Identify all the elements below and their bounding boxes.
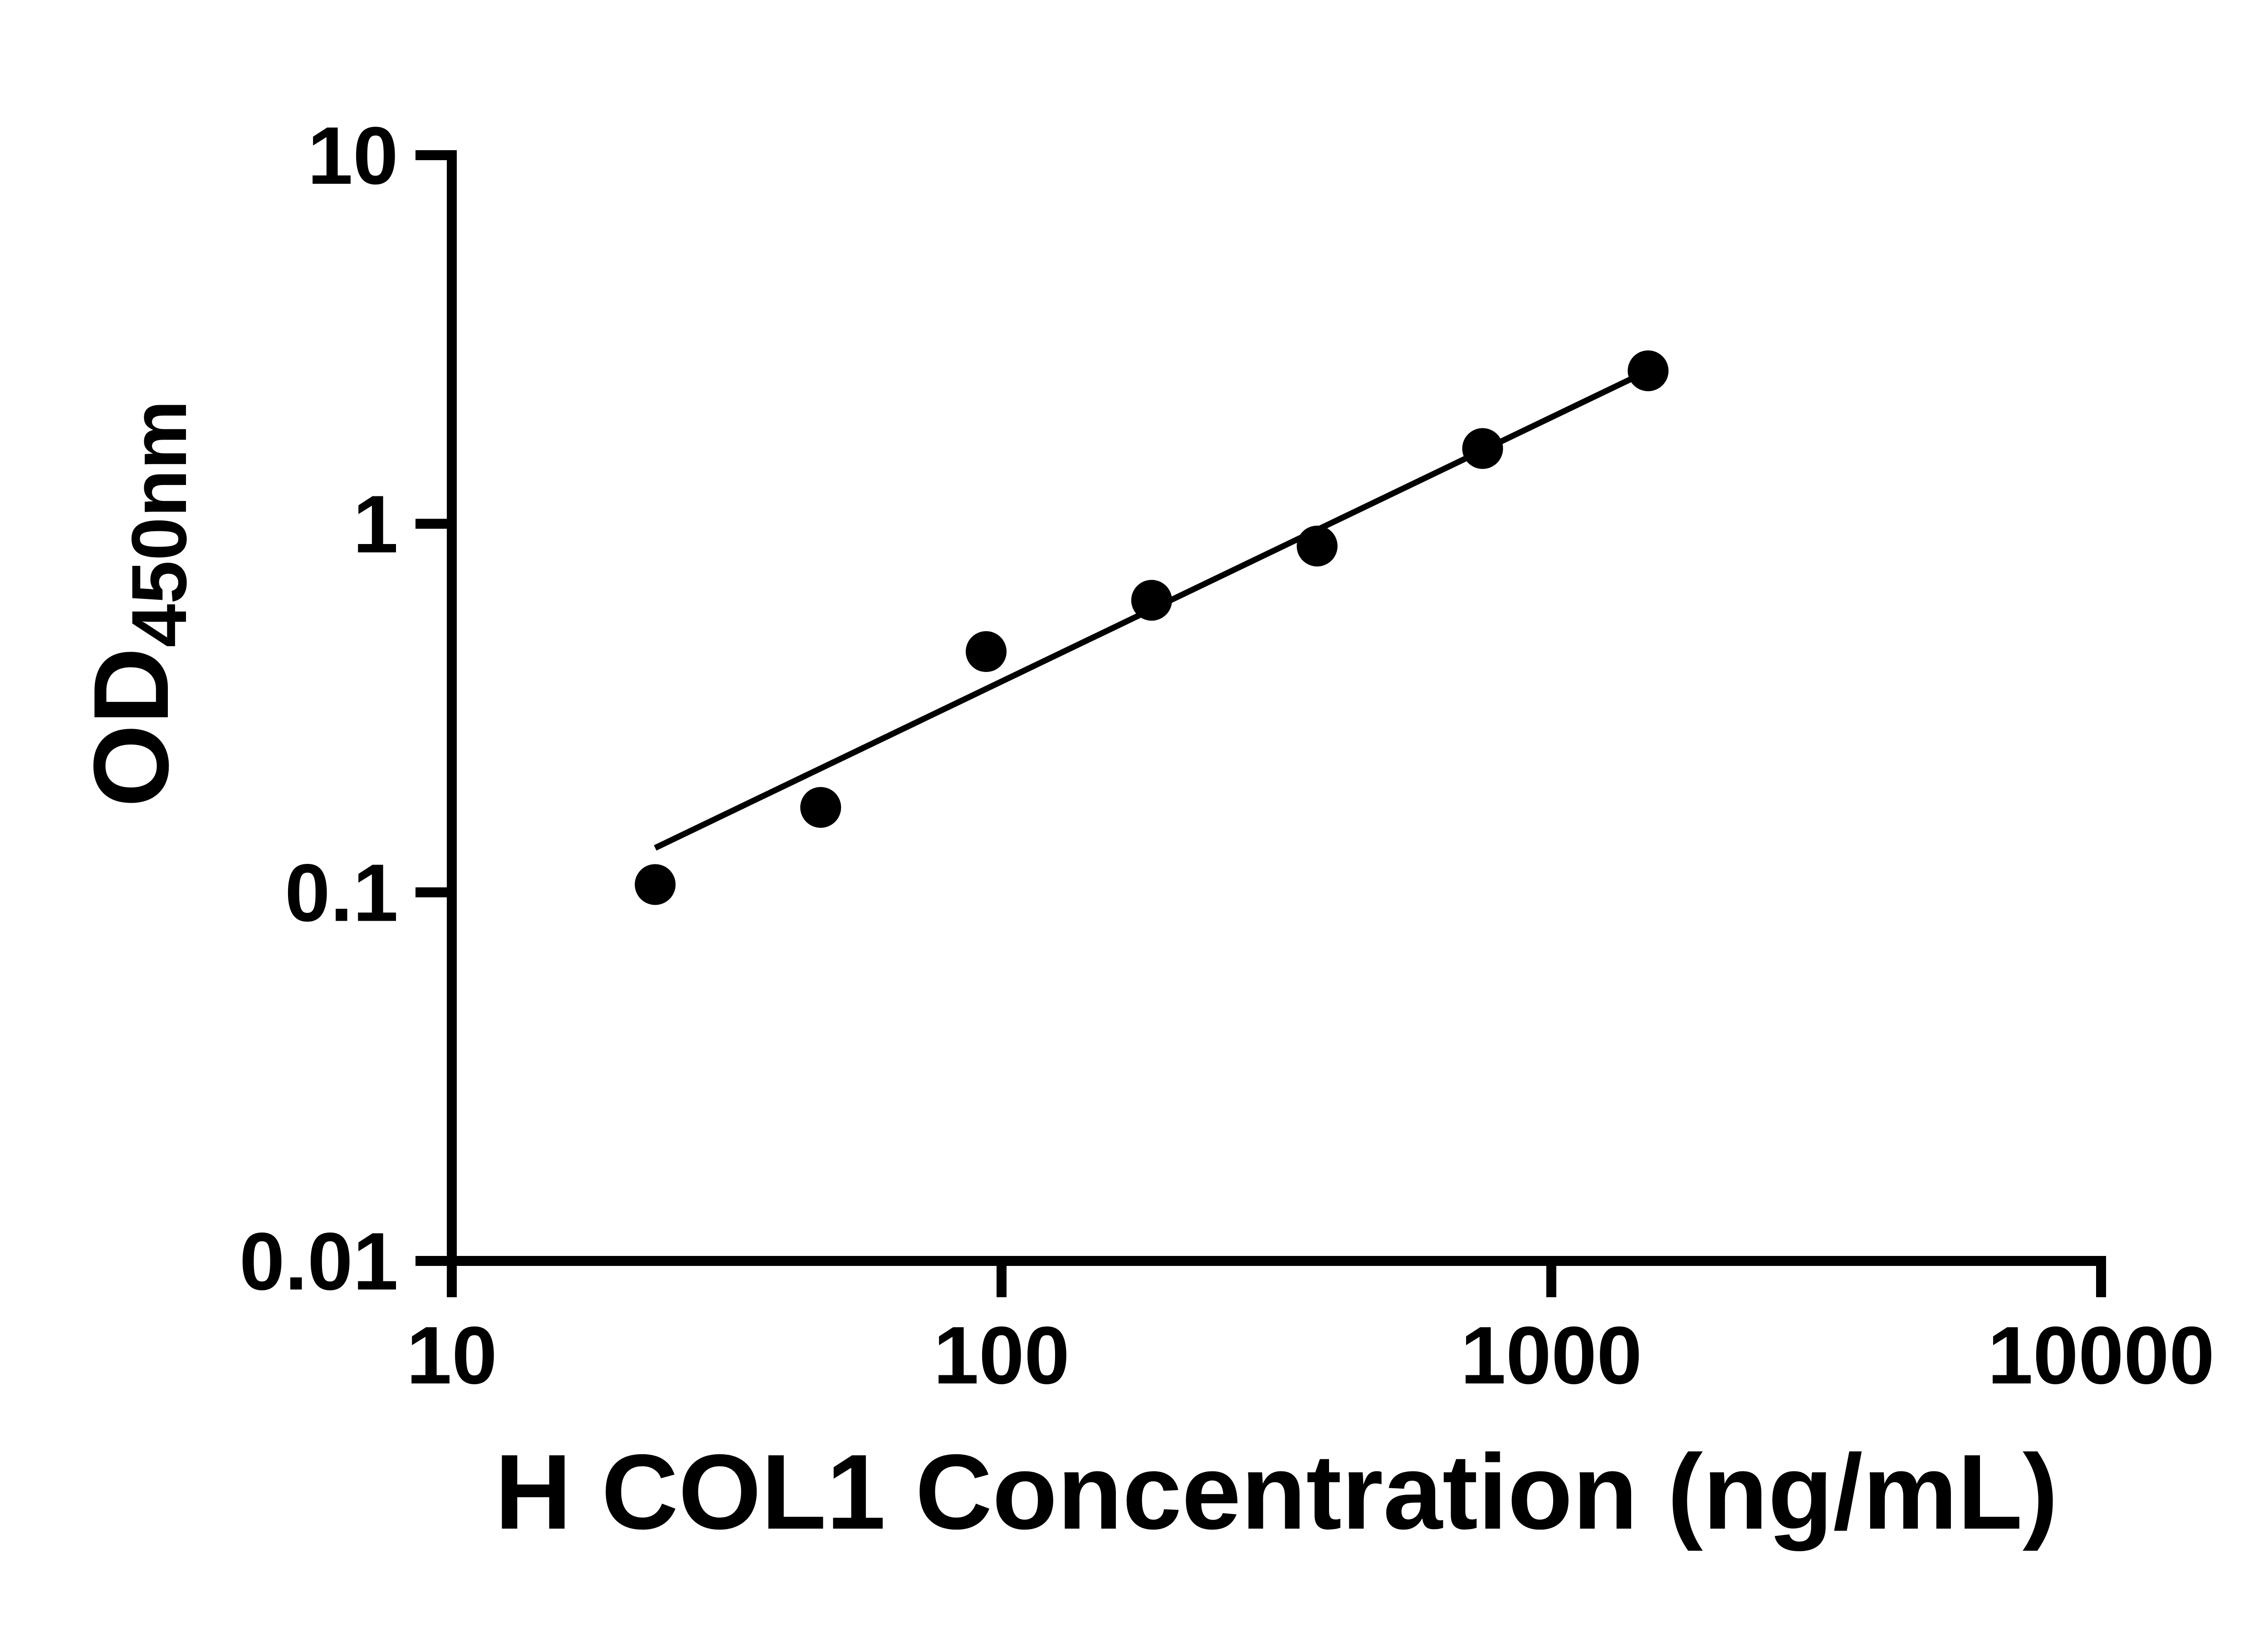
data-point [1462, 428, 1503, 469]
data-point [1131, 579, 1172, 621]
y-tick-label: 0.01 [240, 1216, 398, 1307]
data-point [800, 787, 841, 828]
y-tick-label: 10 [308, 110, 398, 201]
x-tick-label: 100 [934, 1310, 1070, 1401]
data-point [635, 864, 676, 905]
y-axis-title: OD450nm [71, 400, 203, 807]
data-point [1628, 350, 1669, 392]
x-axis-title: H COL1 Concentration (ng/mL) [495, 1432, 2058, 1551]
x-tick-label: 1000 [1461, 1310, 1642, 1401]
data-point [1296, 525, 1338, 567]
data-point [966, 631, 1007, 672]
x-tick-label: 10 [406, 1310, 497, 1401]
y-tick-label: 1 [353, 479, 398, 570]
x-tick-label: 10000 [1988, 1310, 2215, 1401]
y-tick-label: 0.1 [285, 848, 398, 939]
